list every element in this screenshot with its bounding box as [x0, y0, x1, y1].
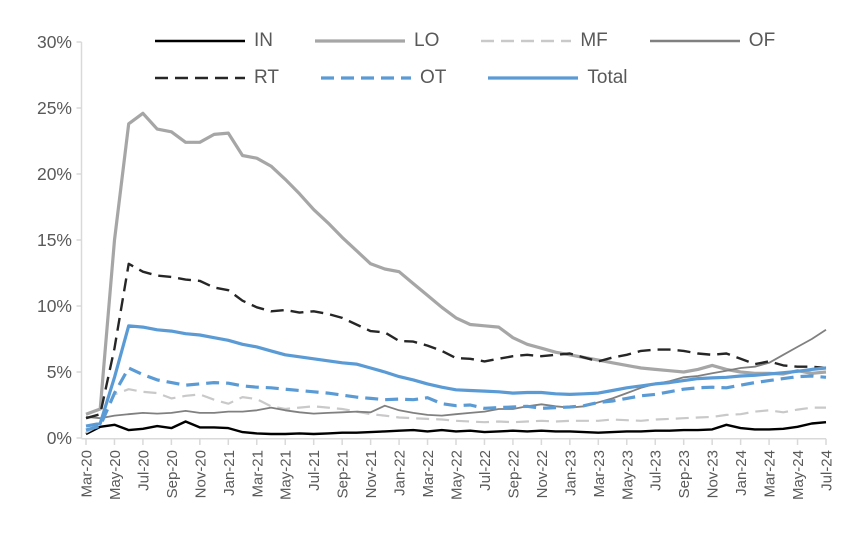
series-line-rt [85, 262, 827, 420]
y-tick-label: 30% [37, 32, 72, 52]
x-tick-label: Nov-23 [705, 450, 722, 498]
series-line-of [85, 329, 827, 420]
legend-marker-in-line [155, 39, 245, 42]
legend-label-of: OF [748, 30, 776, 51]
x-tick-label: May-24 [790, 450, 807, 500]
x-tick-label: Sep-21 [335, 450, 352, 498]
series-line-ot [85, 366, 827, 432]
legend-marker-total-line [488, 75, 579, 80]
x-tick-label: Jul-20 [135, 450, 152, 491]
legend-label-rt: RT [254, 67, 279, 88]
x-tick-label: Nov-20 [192, 450, 209, 498]
legend-row-1: IN LO MF OF [0, 22, 852, 59]
legend-item-of: OF [649, 30, 776, 51]
series-line-lo [85, 111, 827, 416]
legend-item-in: IN [155, 31, 273, 50]
legend-item-total: Total [488, 67, 628, 88]
legend-marker-ot-line [320, 75, 411, 80]
legend-row-2: RT OT Total [0, 59, 852, 96]
legend-marker-lo-line [315, 38, 405, 43]
legend-label-total: Total [587, 67, 628, 88]
series-line-total [85, 324, 827, 428]
legend-label-mf: MF [580, 30, 608, 51]
legend-item-rt: RT [155, 68, 279, 87]
y-tick-label: 15% [37, 230, 72, 250]
x-tick-label: Jan-24 [733, 450, 750, 496]
x-tick-label: Jan-23 [562, 450, 579, 496]
x-tick-label: Jul-24 [819, 450, 836, 491]
legend-marker-rt-line [155, 76, 245, 79]
chart-legend: IN LO MF OF RT OT Total [0, 22, 852, 96]
x-tick-label: May-20 [107, 450, 124, 500]
series-line-in [85, 420, 827, 436]
y-tick-label: 25% [37, 98, 72, 118]
y-tick-label: 20% [37, 164, 72, 184]
x-tick-label: Mar-22 [420, 450, 437, 498]
legend-item-lo: LO [315, 31, 439, 50]
x-tick-label: May-21 [278, 450, 295, 500]
x-tick-label: Jul-22 [477, 450, 494, 491]
x-tick-label: Sep-23 [676, 450, 693, 498]
legend-label-in: IN [254, 30, 273, 51]
legend-item-mf: MF [481, 30, 608, 51]
x-tick-label: Jul-21 [306, 450, 323, 491]
x-tick-label: Sep-22 [505, 450, 522, 498]
legend-marker-of-line [649, 39, 740, 42]
legend-label-lo: LO [414, 30, 440, 51]
x-tick-label: Mar-21 [249, 450, 266, 498]
y-tick-label: 0% [47, 428, 72, 448]
x-tick-label: Sep-20 [164, 450, 181, 498]
x-tick-label: Mar-24 [762, 450, 779, 498]
y-tick-label: 5% [47, 362, 72, 382]
x-tick-label: Jan-22 [392, 450, 409, 496]
legend-marker-mf-line [481, 39, 572, 42]
x-tick-label: May-22 [449, 450, 466, 500]
x-tick-label: Nov-22 [534, 450, 551, 498]
x-tick-label: Jul-23 [648, 450, 665, 491]
x-tick-label: May-23 [619, 450, 636, 500]
x-tick-label: Mar-20 [79, 450, 96, 498]
series-line-mf [85, 388, 826, 434]
x-tick-label: Nov-21 [363, 450, 380, 498]
y-tick-label: 10% [37, 296, 72, 316]
x-tick-label: Jan-21 [221, 450, 238, 496]
legend-label-ot: OT [419, 67, 447, 88]
x-tick-label: Mar-23 [591, 450, 608, 498]
legend-item-ot: OT [320, 67, 447, 88]
